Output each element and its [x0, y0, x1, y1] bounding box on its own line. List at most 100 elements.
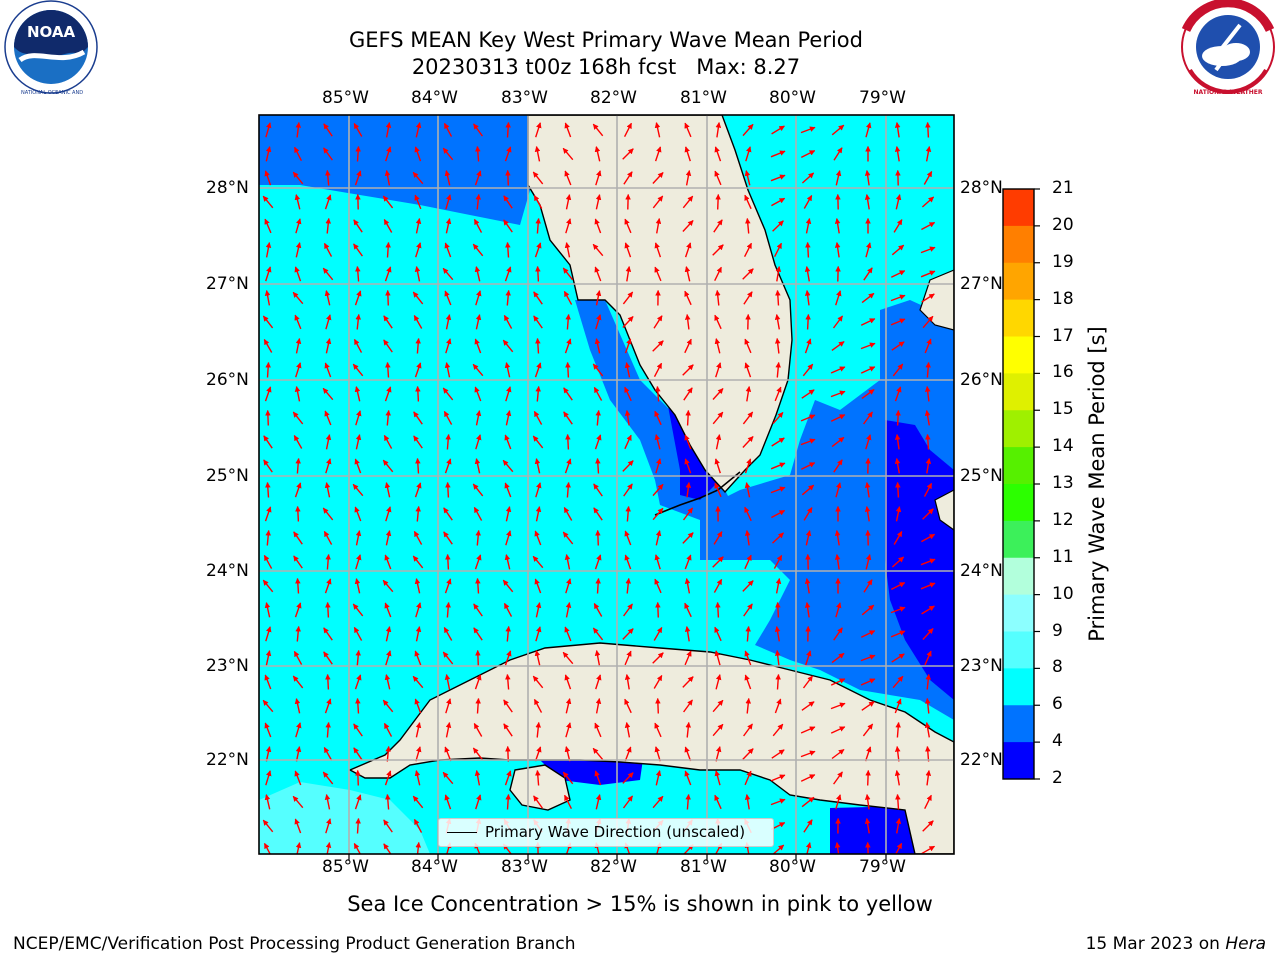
- wave-direction-arrow: [295, 362, 302, 378]
- wave-direction-arrow: [294, 602, 302, 618]
- wave-direction-arrow: [474, 554, 482, 570]
- wave-direction-arrow: [474, 386, 482, 402]
- wave-direction-arrow: [684, 626, 691, 642]
- wave-direction-arrow: [920, 246, 936, 254]
- wave-direction-arrow: [771, 509, 786, 519]
- wave-direction-arrow: [295, 746, 302, 762]
- wave-direction-arrow: [385, 793, 391, 810]
- wave-direction-arrow: [414, 362, 422, 378]
- wave-direction-arrow: [444, 674, 451, 690]
- colorbar-tick-label: 16: [1052, 362, 1074, 383]
- wave-direction-arrow: [892, 675, 904, 689]
- wave-direction-arrow: [652, 172, 664, 184]
- wave-direction-arrow: [445, 698, 452, 714]
- wave-direction-arrow: [292, 675, 304, 689]
- wave-direction-arrow: [712, 388, 724, 400]
- wave-direction-arrow: [684, 290, 692, 306]
- wave-direction-arrow: [353, 723, 363, 737]
- wave-direction-arrow: [562, 651, 574, 665]
- wave-direction-arrow: [713, 578, 723, 593]
- wave-direction-arrow: [323, 147, 333, 161]
- wave-direction-arrow: [445, 314, 452, 330]
- wave-direction-arrow: [592, 627, 604, 641]
- wave-direction-arrow: [593, 386, 603, 401]
- wave-direction-arrow: [294, 266, 302, 282]
- footer-host: Hera: [1225, 934, 1266, 954]
- wave-direction-arrow: [265, 122, 272, 138]
- wave-direction-arrow: [382, 459, 394, 473]
- wave-direction-arrow: [831, 436, 845, 448]
- wave-direction-arrow: [562, 531, 574, 545]
- wave-direction-arrow: [890, 318, 906, 326]
- wave-direction-arrow: [595, 170, 602, 186]
- wave-direction-arrow: [383, 819, 393, 833]
- wave-direction-arrow: [715, 122, 722, 138]
- wave-direction-arrow: [533, 795, 543, 809]
- wave-direction-arrow: [504, 362, 511, 378]
- wave-direction-arrow: [593, 603, 603, 617]
- wave-direction-arrow: [355, 434, 362, 450]
- wave-direction-arrow: [865, 122, 872, 138]
- colorbar-tick-label: 21: [1052, 178, 1074, 198]
- wave-direction-arrow: [353, 843, 362, 854]
- wave-direction-arrow: [355, 313, 362, 330]
- wave-direction-arrow: [714, 289, 721, 306]
- wave-direction-arrow: [801, 389, 815, 399]
- wave-direction-arrow: [925, 433, 931, 450]
- wave-direction-arrow: [563, 794, 573, 810]
- lon-label-top: 82°W: [590, 88, 637, 108]
- wave-direction-arrow: [742, 580, 754, 592]
- colorbar-swatch: [1003, 484, 1034, 522]
- colorbar-tick-label: 14: [1052, 436, 1074, 457]
- wave-direction-arrow: [682, 507, 694, 521]
- wave-direction-arrow: [863, 411, 873, 425]
- wave-direction-arrow: [771, 125, 785, 135]
- wave-direction-arrow: [653, 315, 663, 329]
- wave-direction-arrow: [684, 602, 692, 618]
- wave-direction-arrow: [894, 122, 901, 138]
- wave-direction-arrow: [264, 794, 271, 810]
- wave-direction-arrow: [924, 650, 932, 666]
- wave-direction-arrow: [564, 338, 572, 354]
- wave-direction-arrow: [415, 746, 422, 762]
- wave-direction-arrow: [712, 699, 724, 713]
- lon-label-top: 79°W: [859, 88, 906, 108]
- wave-direction-arrow: [384, 770, 392, 786]
- wave-direction-arrow: [353, 338, 363, 353]
- wave-direction-arrow: [505, 530, 512, 546]
- wave-direction-arrow: [385, 146, 392, 162]
- wave-direction-arrow: [415, 602, 422, 618]
- wave-direction-arrow: [803, 507, 813, 521]
- wave-direction-arrow: [864, 818, 871, 834]
- wave-direction-arrow: [802, 363, 814, 377]
- wave-direction-arrow: [655, 601, 661, 618]
- map-title-line1: GEFS MEAN Key West Primary Wave Mean Per…: [349, 28, 863, 52]
- wave-direction-arrow: [535, 337, 541, 354]
- wave-direction-arrow: [534, 746, 542, 762]
- colorbar-tick-label: 4: [1052, 731, 1063, 752]
- wave-direction-arrow: [715, 746, 722, 762]
- wave-direction-arrow: [595, 794, 602, 810]
- wave-direction-arrow: [322, 507, 334, 521]
- wave-direction-arrow: [895, 506, 902, 522]
- wave-direction-arrow: [744, 362, 752, 378]
- wave-direction-arrow: [533, 315, 543, 329]
- lat-label-left: 25°N: [206, 466, 249, 486]
- wave-direction-arrow: [325, 458, 332, 474]
- wave-direction-arrow: [383, 843, 392, 854]
- wave-direction-arrow: [595, 194, 602, 210]
- wave-direction-arrow: [864, 746, 872, 762]
- wave-direction-arrow: [920, 558, 936, 566]
- wave-direction-arrow: [801, 484, 815, 496]
- lat-label-left: 26°N: [206, 370, 249, 390]
- wave-direction-arrow: [744, 770, 752, 786]
- wave-direction-arrow: [502, 579, 514, 593]
- wave-direction-arrow: [923, 482, 933, 497]
- wave-direction-arrow: [264, 170, 272, 186]
- wave-direction-arrow: [860, 342, 876, 350]
- wave-direction-arrow: [324, 290, 331, 306]
- wave-direction-arrow: [442, 771, 454, 785]
- wave-direction-arrow: [445, 481, 451, 498]
- wave-direction-arrow: [475, 193, 482, 210]
- wave-direction-arrow: [385, 289, 391, 306]
